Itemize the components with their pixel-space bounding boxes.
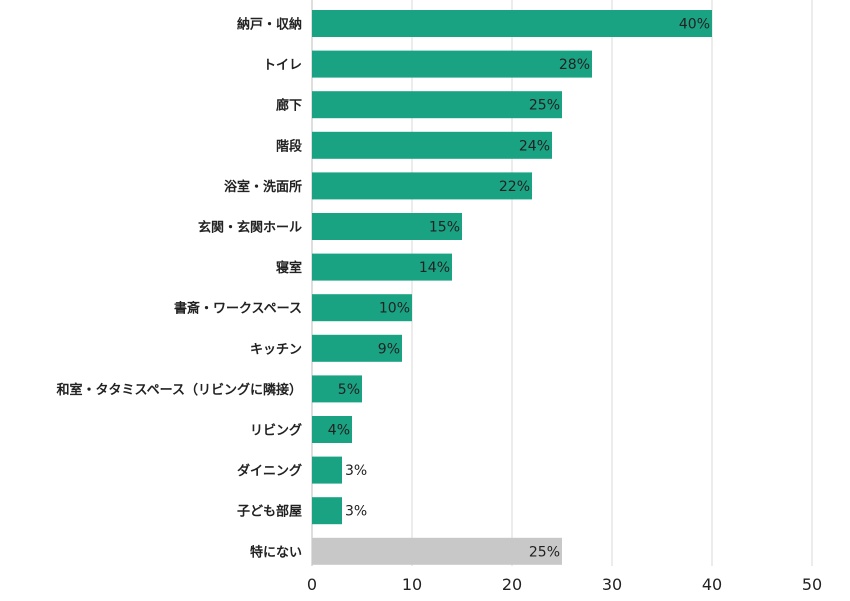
category-labels: 納戸・収納トイレ廊下階段浴室・洗面所玄関・玄関ホール寝室書斎・ワークスペースキッ… xyxy=(57,17,302,561)
x-tick-label-30: 30 xyxy=(602,575,622,594)
value-label-8: 9% xyxy=(378,341,400,357)
value-label-7: 10% xyxy=(379,301,410,317)
value-label-10: 4% xyxy=(328,423,350,439)
category-label-12: 子ども部屋 xyxy=(237,504,302,520)
bar-5 xyxy=(312,213,462,240)
category-label-5: 玄関・玄関ホール xyxy=(198,220,302,236)
bar-0 xyxy=(312,10,712,37)
category-label-7: 書斎・ワークスペース xyxy=(174,301,302,317)
bar-2 xyxy=(312,91,562,119)
value-label-9: 5% xyxy=(338,382,360,398)
category-label-0: 納戸・収納 xyxy=(237,17,302,33)
value-label-5: 15% xyxy=(429,220,460,236)
bar-3 xyxy=(312,131,552,159)
category-label-6: 寝室 xyxy=(276,260,302,276)
bar-13 xyxy=(312,537,562,565)
category-label-1: トイレ xyxy=(263,58,302,73)
value-label-4: 22% xyxy=(499,179,530,195)
category-label-9: 和室・タタミスペース（リビングに隣接） xyxy=(57,382,302,398)
bar-12 xyxy=(312,497,342,525)
bar-4 xyxy=(312,172,532,200)
value-label-0: 40% xyxy=(679,17,710,33)
x-tick-labels: 0 10 20 30 40 50 xyxy=(307,575,822,594)
value-label-1: 28% xyxy=(559,57,590,73)
category-label-11: ダイニング xyxy=(237,463,302,479)
bars xyxy=(312,10,712,565)
value-label-12: 3% xyxy=(345,504,367,520)
value-label-6: 14% xyxy=(419,260,450,276)
x-tick-label-40: 40 xyxy=(702,575,722,594)
x-tick-label-0: 0 xyxy=(307,575,317,594)
bar-11 xyxy=(312,456,342,484)
x-tick-label-20: 20 xyxy=(502,575,522,594)
category-label-10: リビング xyxy=(250,423,302,439)
gridlines xyxy=(311,0,813,566)
value-label-11: 3% xyxy=(345,463,367,479)
category-label-3: 階段 xyxy=(276,138,302,154)
value-label-3: 24% xyxy=(519,138,550,154)
x-tick-label-50: 50 xyxy=(802,575,822,594)
category-label-8: キッチン xyxy=(250,342,302,357)
category-label-13: 特にない xyxy=(250,544,302,560)
category-label-2: 廊下 xyxy=(276,98,302,114)
x-tick-label-10: 10 xyxy=(402,575,422,594)
bar-7 xyxy=(312,294,412,322)
bar-1 xyxy=(312,50,592,78)
value-labels: 40% 28% 25% 24% 22% 15% 14% 10% 9% 5% 4% 3% 3% 25% xyxy=(328,17,710,561)
bar-9 xyxy=(312,375,362,403)
value-label-2: 25% xyxy=(529,98,560,114)
bar-8 xyxy=(312,334,402,362)
value-label-13: 25% xyxy=(529,544,560,560)
bar-6 xyxy=(312,253,452,281)
bar-10 xyxy=(312,416,352,443)
category-label-4: 浴室・洗面所 xyxy=(224,179,302,195)
